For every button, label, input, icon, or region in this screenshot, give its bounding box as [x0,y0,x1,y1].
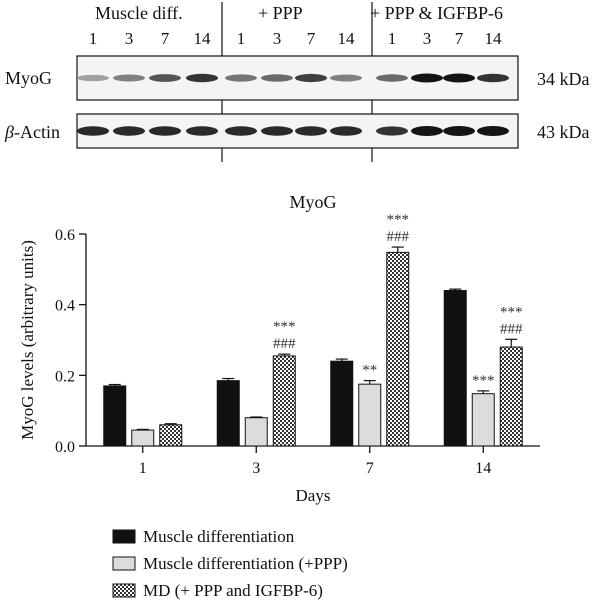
y-tick-label: 0.6 [55,227,75,244]
blot-band [149,126,181,136]
blot-band [295,73,327,83]
blot-band [295,126,327,136]
myog-bands [77,73,509,83]
group-label-muscle-diff: Muscle diff. [95,3,183,23]
group-label-ppp: + PPP [258,3,303,23]
bar [216,380,240,447]
lane-labels: 1 3 7 14 1 3 7 14 1 3 7 14 [89,29,502,48]
blot-band [330,126,362,136]
legend: Muscle differentiation Muscle differentia… [112,527,348,600]
bars: ###*****###******###*** [103,212,523,447]
lane-label: 14 [194,29,212,48]
blot-band [186,126,218,136]
significance-label: *** [387,212,410,228]
blot-band [77,126,109,136]
lane-label: 7 [455,29,464,48]
blot-band [411,126,443,136]
bar [272,355,296,447]
lane-label: 7 [307,29,316,48]
lane-label: 14 [338,29,356,48]
blot-band [225,74,257,82]
x-tick-label: 3 [252,460,260,477]
legend-swatch [112,556,136,571]
bar [159,424,183,447]
actin-bands [77,126,509,136]
blot-band [113,126,145,136]
legend-swatch [112,583,136,598]
bar [386,251,410,447]
blot-band [330,74,362,82]
significance-label: *** [273,319,296,335]
size-label-myog: 34 kDa [537,69,590,89]
size-label-actin: 43 kDa [537,122,590,142]
bar [131,429,155,447]
lane-label: 7 [161,29,170,48]
significance-label: *** [500,304,523,320]
bar [330,360,354,447]
y-tick-label: 0.4 [55,298,75,315]
lane-label: 14 [485,29,503,48]
lane-label: 1 [237,29,246,48]
y-axis-title: MyoG levels (arbitrary units) [18,240,37,440]
blot-band [261,74,293,82]
lane-label: 1 [89,29,98,48]
blot-band [477,73,509,83]
western-blot: Muscle diff. + PPP + PPP & IGFBP-6 1 3 7 14… [4,2,590,162]
bar [103,385,127,447]
significance-label: ### [387,229,410,245]
blot-band [443,73,475,83]
y-tick-label: 0.2 [55,368,75,385]
lane-label: 1 [388,29,397,48]
significance-label: ** [362,363,377,379]
blot-band [376,126,408,136]
legend-swatch [112,529,136,544]
bar [471,393,495,447]
blot-band [186,73,218,83]
legend-label: Muscle differentiation [143,527,295,546]
blot-band [149,74,181,82]
myog-bar-chart: MyoG 0.00.20.40.6 1 3 7 14 ###*****###*****… [18,192,540,505]
blot-band [261,126,293,136]
bar [358,383,382,447]
x-axis: 1 3 7 14 [86,445,540,477]
y-axis: 0.0 0.2 0.4 0.6 [55,227,87,456]
significance-label: ### [500,321,523,337]
x-axis-title: Days [296,486,331,505]
blot-band [376,74,408,82]
significance-label: ### [273,336,296,352]
row-label-myog: MyoG [5,68,52,88]
lane-label: 3 [273,29,282,48]
y-tick-label: 0.0 [55,439,75,456]
bar [244,417,268,447]
lane-label: 3 [423,29,432,48]
x-tick-label: 7 [366,460,374,477]
row-label-actin-greek: β [4,122,14,142]
blot-band [411,73,443,83]
blot-band [113,74,145,82]
blot-band [443,126,475,136]
row-label-actin: β-Actin [4,122,60,142]
lane-label: 3 [125,29,134,48]
significance-label: *** [472,373,495,389]
row-label-actin-rest: -Actin [14,122,60,142]
x-tick-label: 1 [139,460,147,477]
bar [499,346,523,447]
legend-label: Muscle differentiation (+PPP) [143,554,348,573]
blot-band [225,126,257,136]
x-tick-label: 14 [475,460,491,477]
blot-band [77,74,109,82]
blot-band [477,126,509,136]
chart-title: MyoG [289,192,336,212]
group-label-ppp-igfbp6: + PPP & IGFBP-6 [370,3,503,23]
legend-label: MD (+ PPP and IGFBP-6) [143,581,323,600]
bar [443,290,467,447]
